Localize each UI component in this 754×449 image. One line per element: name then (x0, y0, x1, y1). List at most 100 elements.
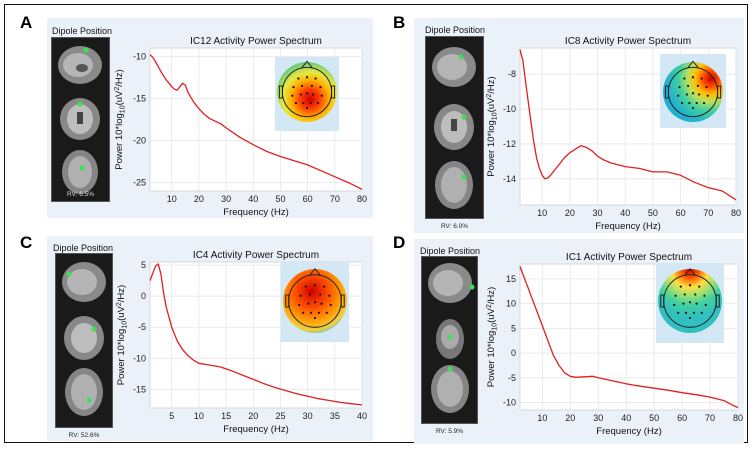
topomap-electrode (702, 101, 706, 105)
x-tick-label: 20 (565, 413, 575, 423)
x-tick-label: 40 (357, 411, 367, 421)
x-tick-label: 50 (648, 208, 658, 218)
panel-letter-c: C (20, 233, 33, 252)
y-tick-label: 10 (506, 299, 516, 309)
chart-c: IC4 Activity Power Spectrum 5 10 15 20 25 30 35… (116, 250, 367, 435)
topomap-electrode (696, 84, 700, 87)
y-tick-label: 0 (141, 291, 146, 301)
topomap-right-ear (715, 294, 720, 308)
dipole-title-a: Dipole Position (52, 26, 113, 36)
residual-variance-b: RV: 6.0% (440, 223, 469, 230)
x-tick-label: 10 (537, 208, 547, 218)
topomap-nose (687, 60, 699, 68)
topomap-electrode (325, 311, 328, 314)
dipole-mri-strip-a: RV: 6.5% (51, 37, 110, 202)
topomap-electrode (692, 311, 696, 314)
topomap-left-ear (664, 85, 669, 99)
y-tick-label: 5 (511, 323, 516, 333)
dipole-marker (86, 397, 92, 403)
topomap-scalp (658, 269, 722, 333)
dipole-title-d: Dipole Position (420, 246, 481, 256)
x-axis-label: Frequency (Hz) (223, 424, 288, 435)
topomap-electrode (688, 101, 691, 105)
topomap-electrode (294, 101, 298, 105)
x-tick-label: 10 (537, 413, 547, 423)
dipole-mri-strip-d: RV: 5.9% (421, 256, 478, 435)
topomap-electrode (313, 301, 317, 304)
topomap-electrode (677, 311, 680, 314)
topomap-electrode (695, 101, 698, 105)
topomap-electrode (307, 302, 310, 305)
dipole-marker (461, 174, 467, 180)
dipole-marker (79, 165, 85, 171)
y-tick-label: -10 (503, 398, 516, 408)
topomap-electrode (700, 311, 703, 314)
topomap-electrode (685, 93, 688, 96)
dipole-title-b: Dipole Position (425, 25, 486, 35)
x-axis-label: Frequency (Hz) (223, 207, 288, 218)
x-tick-label: 40 (248, 194, 258, 204)
dipole-mri-strip-c: RV: 52.6% (55, 253, 113, 439)
dipole-marker (458, 54, 464, 60)
topomap-electrode (682, 302, 685, 305)
topomap-electrode (292, 85, 295, 89)
topomap-electrode (302, 311, 305, 314)
y-tick-label: -15 (133, 93, 146, 103)
topomap-electrode (328, 294, 331, 297)
topomap-electrode (308, 293, 311, 296)
y-axis-label: Power 10*log10(uV2/Hz) (116, 285, 129, 385)
chart-title: IC8 Activity Power Spectrum (565, 36, 691, 47)
x-tick-label: 70 (703, 208, 713, 218)
chart-title: IC12 Activity Power Spectrum (190, 36, 322, 47)
y-tick-label: -20 (133, 136, 146, 146)
topomap-right-ear (331, 85, 336, 99)
dipole-marker (77, 101, 83, 107)
topomap-nose (301, 60, 313, 68)
topomap-electrode (313, 316, 317, 320)
panel-letter-d: D (393, 233, 406, 252)
dipole-marker (469, 284, 475, 290)
x-tick-label: 10 (194, 411, 204, 421)
x-tick-label: 70 (330, 194, 340, 204)
topomap-electrode (299, 93, 302, 96)
topomap-electrode (305, 76, 309, 79)
y-tick-label: -10 (503, 104, 516, 114)
x-tick-label: 30 (593, 413, 603, 423)
panel-letter-b: B (393, 13, 406, 32)
topomap-electrode (320, 94, 323, 97)
x-tick-label: 80 (733, 413, 743, 423)
topomap-electrode (703, 294, 706, 297)
x-tick-label: 50 (275, 194, 285, 204)
topomap-electrode (688, 316, 692, 320)
residual-variance-d: RV: 5.9% (435, 428, 464, 435)
residual-variance-a: RV: 6.5% (66, 191, 95, 198)
x-axis-label: Frequency (Hz) (596, 426, 661, 437)
dipole-marker (447, 366, 453, 372)
x-tick-label: 80 (731, 208, 741, 218)
topomap-electrode (683, 293, 686, 296)
dipole-title-c: Dipole Position (53, 243, 114, 253)
spectrum-line-ic8 (519, 49, 737, 201)
topomap-scalp (277, 62, 337, 122)
x-tick-label: 20 (565, 208, 575, 218)
panel-letter-a: A (20, 13, 33, 32)
topomap-electrode (319, 85, 322, 89)
topomap-electrode (688, 284, 692, 287)
topomap-electrode (673, 303, 676, 307)
topomap-electrode (310, 84, 314, 87)
topomap-electrode (305, 92, 309, 95)
topomap-nose (309, 267, 321, 276)
mri-slices-d (428, 263, 475, 413)
x-tick-label: 40 (620, 208, 630, 218)
dipole-marker (83, 47, 89, 53)
y-tick-label: -10 (133, 51, 146, 61)
x-tick-label: 60 (677, 413, 687, 423)
topomap-electrode (323, 285, 326, 288)
x-axis-label: Frequency (Hz) (595, 221, 660, 232)
spectrum-line-ic4 (149, 263, 363, 406)
y-tick-label: 15 (506, 274, 516, 284)
topomap-electrode (297, 77, 300, 80)
topomap-electrode (683, 77, 686, 80)
topomap-nose (684, 267, 696, 276)
